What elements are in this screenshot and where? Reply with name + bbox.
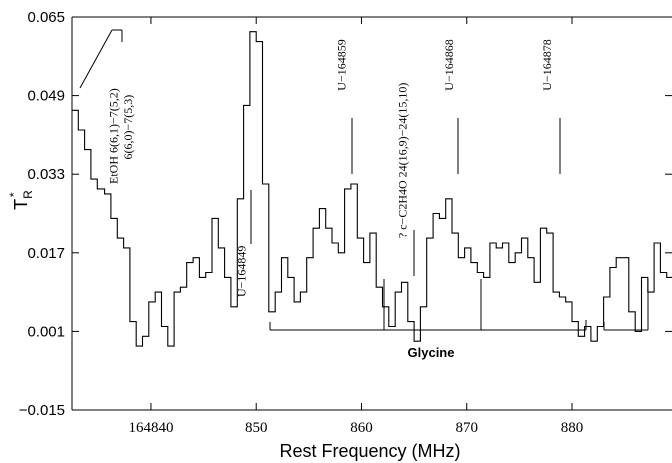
annotation-u164878: U−164878 [540, 39, 554, 90]
annotation-etoh: EtOH 6(6,1)−7(5,2) [106, 88, 120, 184]
spectrum-series [72, 31, 672, 347]
y-tick-label: 0.065 [27, 9, 65, 26]
y-axis-title-sup: * [7, 192, 21, 197]
y-tick-label: 0.001 [27, 323, 65, 340]
line-annotations: EtOH 6(6,1)−7(5,2) 6(6,0)−7(5,3) U−164849 U… [106, 39, 554, 297]
x-tick-label: 870 [455, 420, 478, 436]
annotation-c2h4o: ? c−C2H4O 24(16,9)−24(15,10) [396, 83, 410, 239]
annotation-u164868: U−164868 [442, 39, 456, 90]
x-tick-label: 880 [561, 420, 584, 436]
annotation-etoh-2: 6(6,0)−7(5,3) [121, 95, 135, 160]
line-markers [79, 29, 649, 331]
y-axis-title-sub: R [21, 190, 35, 199]
spectrum-series-line-0 [72, 31, 672, 347]
x-axis-title: Rest Frequency (MHz) [279, 441, 460, 461]
plot-axes: −0.015 0.001 0.017 0.033 0.049 0.065 164840 850… [19, 9, 672, 436]
y-axis-title: TR* [7, 190, 35, 210]
x-tick-label: 164840 [128, 420, 173, 436]
etoh-marker-slant [79, 29, 113, 89]
x-tick-label: 860 [350, 420, 373, 436]
y-axis-title-main: T [11, 199, 31, 210]
x-tick-label: 850 [245, 420, 268, 436]
y-tick-label: 0.017 [27, 245, 65, 262]
annotation-u164849: U−164849 [235, 246, 249, 297]
annotation-u164859: U−164859 [335, 39, 349, 90]
y-tick-label: −0.015 [19, 402, 65, 419]
y-tick-label: 0.049 [27, 88, 65, 105]
svg-text:TR*: TR* [7, 190, 35, 210]
y-tick-label: 0.033 [27, 166, 65, 183]
glycine-label: Glycine [408, 345, 455, 360]
